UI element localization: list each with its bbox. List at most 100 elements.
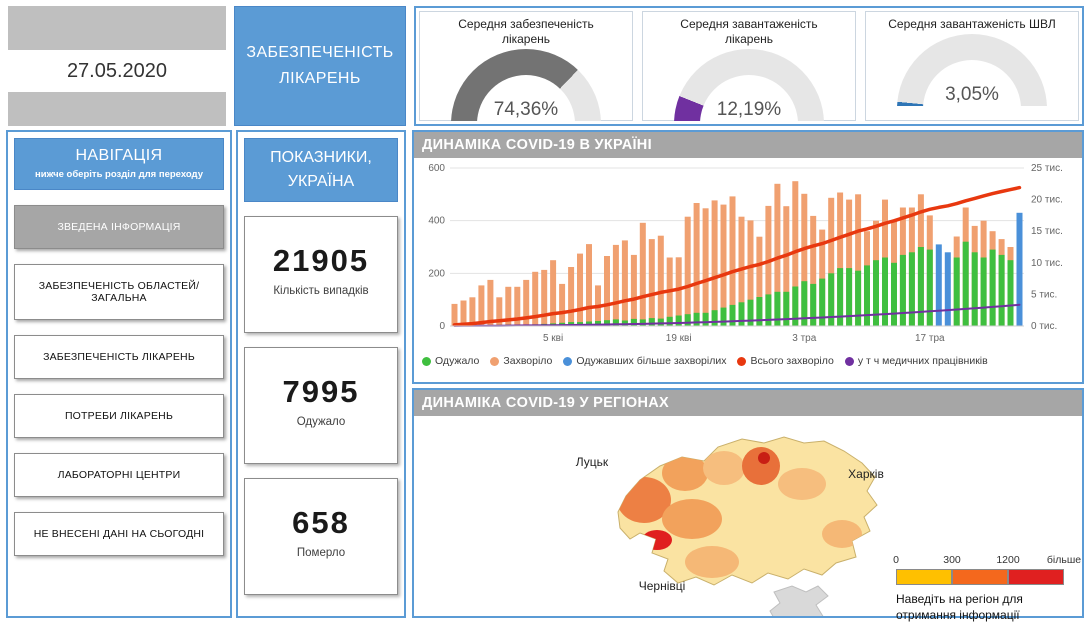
kpi-label: Померло (296, 547, 346, 559)
legend-dot (563, 356, 573, 366)
hospital-provision-title: ЗАБЕЗПЕЧЕНІСТЬ ЛІКАРЕНЬ (246, 44, 394, 87)
svg-text:19 кві: 19 кві (666, 333, 692, 344)
gauge-title: Середня забезпеченість лікарень (458, 17, 594, 46)
covid-dynamics-panel: ДИНАМІКА COVID-19 В УКРАЇНІ 0 200 400 600 0 … (412, 130, 1084, 384)
gauge-value: 12,19% (716, 99, 782, 120)
region-crimea[interactable] (769, 585, 829, 624)
report-date: 27.05.2020 (66, 59, 168, 82)
legend-item: Одужавших більше захворілих (563, 355, 726, 367)
legend-dot (422, 356, 431, 366)
map-legend-tick: 1200 (996, 554, 1020, 566)
city-label-kharkiv: Харків (848, 467, 884, 481)
legend-item: Одужало (422, 355, 479, 367)
date-card: 27.05.2020 (8, 6, 226, 126)
svg-text:15 тис.: 15 тис. (1031, 226, 1063, 237)
indicators-panel: ПОКАЗНИКИ, УКРАЇНА 21905 Кількість випадк… (236, 130, 406, 618)
map-legend-swatch (896, 569, 952, 585)
navigation-title: НАВІГАЦІЯ (75, 147, 163, 164)
kpi-value: 658 (292, 505, 350, 540)
svg-text:20 тис.: 20 тис. (1031, 195, 1063, 206)
nav-button[interactable]: ЗАБЕЗПЕЧЕНІСТЬ ОБЛАСТЕЙ/ ЗАГАЛЬНА (14, 264, 224, 320)
region-donetsk[interactable] (822, 520, 862, 548)
region-chernivtsi[interactable] (642, 530, 672, 550)
chart-legend: Одужало Захворіло Одужавших більше захворі… (422, 355, 1082, 367)
gauge-arc: 74,36% (451, 49, 601, 121)
legend-label: Всього захворіло (750, 355, 834, 367)
region-rivne[interactable] (662, 455, 708, 491)
gauge-arc: 12,19% (674, 49, 824, 121)
legend-label: Одужавших більше захворілих (576, 355, 727, 367)
svg-text:5 кві: 5 кві (543, 333, 563, 344)
svg-text:3 тра: 3 тра (792, 333, 816, 344)
nav-button[interactable]: ЛАБОРАТОРНІ ЦЕНТРИ (14, 453, 224, 497)
region-zhytomyr[interactable] (703, 451, 745, 485)
svg-text:0 тис.: 0 тис. (1031, 321, 1057, 332)
region-vinnytsia[interactable] (662, 499, 722, 539)
kpi-list: 21905 Кількість випадків 7995 Одужало 658 Пом… (244, 216, 398, 595)
map-legend-ticks: 0 300 1200 більше (893, 554, 1090, 568)
legend-dot (490, 356, 500, 366)
chart-title: ДИНАМІКА COVID-19 В УКРАЇНІ (422, 137, 652, 153)
gauge-panel: Середня забезпеченість лікарень 74,36% Сер… (414, 6, 1084, 126)
nav-button[interactable]: ЗВЕДЕНА ІНФОРМАЦІЯ (14, 205, 224, 249)
navigation-subtitle: нижче оберіть розділ для переходу (35, 169, 203, 180)
gauge-arc: 3,05% (897, 34, 1047, 106)
kpi-label: Кількість випадків (273, 285, 369, 297)
city-label-chernivtsi: Чернівці (639, 579, 686, 593)
kpi-value: 7995 (282, 374, 360, 409)
nav-list: ЗВЕДЕНА ІНФОРМАЦІЯ ЗАБЕЗПЕЧЕНІСТЬ ОБЛАСТЕ… (14, 205, 224, 556)
kpi-label: Одужало (296, 416, 346, 428)
ukraine-map[interactable]: Луцьк Харків Чернівці (414, 416, 1082, 624)
gauge-title: Середня завантаженість ШВЛ (888, 17, 1056, 31)
covid-chart-svg[interactable]: 0 200 400 600 0 тис. 5 тис. 10 тис. 15 тис. 20 т… (414, 158, 1082, 348)
svg-text:17 тра: 17 тра (915, 333, 945, 344)
svg-text:0: 0 (439, 321, 445, 332)
svg-text:10 тис.: 10 тис. (1031, 258, 1063, 269)
gauge-value: 74,36% (493, 99, 559, 120)
indicators-header: ПОКАЗНИКИ, УКРАЇНА (244, 138, 398, 202)
kpi-card: 21905 Кількість випадків (244, 216, 398, 333)
gauge-card-2: Середня завантаженість ШВЛ 3,05% (865, 11, 1079, 121)
map-header: ДИНАМІКА COVID-19 У РЕГІОНАХ (414, 390, 1082, 416)
navigation-panel: НАВІГАЦІЯ нижче оберіть розділ для перех… (6, 130, 232, 618)
map-legend-tick: 0 (893, 554, 899, 566)
navigation-header: НАВІГАЦІЯ нижче оберіть розділ для перех… (14, 138, 224, 190)
map-legend-tick: 300 (943, 554, 961, 566)
legend-item: у т ч медичних працівників (844, 355, 988, 367)
legend-item: Захворіло (490, 355, 552, 367)
nav-button[interactable]: ПОТРЕБИ ЛІКАРЕНЬ (14, 394, 224, 438)
region-kyiv[interactable] (742, 447, 780, 485)
gauge-card-1: Середня завантаженість лікарень 12,19% (642, 11, 856, 121)
map-legend-boxes (896, 569, 1090, 585)
map-title: ДИНАМІКА COVID-19 У РЕГІОНАХ (422, 395, 669, 411)
map-legend: 0 300 1200 більше (893, 554, 1090, 585)
svg-text:400: 400 (428, 216, 445, 227)
hospital-provision-header: ЗАБЕЗПЕЧЕНІСТЬ ЛІКАРЕНЬ (234, 6, 406, 126)
nav-button[interactable]: НЕ ВНЕСЕНІ ДАНІ НА СЬОГОДНІ (14, 512, 224, 556)
kpi-card: 658 Померло (244, 478, 398, 595)
legend-label: Захворіло (503, 355, 553, 367)
kpi-value: 21905 (272, 243, 370, 278)
map-legend-swatch (952, 569, 1008, 585)
svg-text:5 тис.: 5 тис. (1031, 289, 1057, 300)
chart-header: ДИНАМІКА COVID-19 В УКРАЇНІ (414, 132, 1082, 158)
nav-button[interactable]: ЗАБЕЗПЕЧЕНІСТЬ ЛІКАРЕНЬ (14, 335, 224, 379)
region-poltava[interactable] (778, 468, 826, 500)
map-body: Луцьк Харків Чернівці 0 300 1200 більше Нав… (414, 416, 1082, 624)
legend-dot (737, 356, 747, 366)
gauge-title: Середня завантаженість лікарень (680, 17, 818, 46)
region-kyiv-city[interactable] (758, 452, 770, 464)
svg-text:600: 600 (428, 163, 445, 174)
legend-label: Одужало (435, 355, 480, 367)
map-hint: Наведіть на регіон для отримання інформа… (896, 592, 1023, 622)
legend-label: у т ч медичних працівників (857, 355, 988, 367)
legend-item: Всього захворіло (737, 355, 834, 367)
regions-panel: ДИНАМІКА COVID-19 У РЕГІОНАХ (412, 388, 1084, 624)
city-label-lutsk: Луцьк (576, 455, 609, 469)
kpi-card: 7995 Одужало (244, 347, 398, 464)
gauge-card-0: Середня забезпеченість лікарень 74,36% (419, 11, 633, 121)
region-odesa[interactable] (685, 546, 739, 578)
svg-text:25 тис.: 25 тис. (1031, 163, 1063, 174)
map-legend-tick: більше (1046, 554, 1082, 566)
